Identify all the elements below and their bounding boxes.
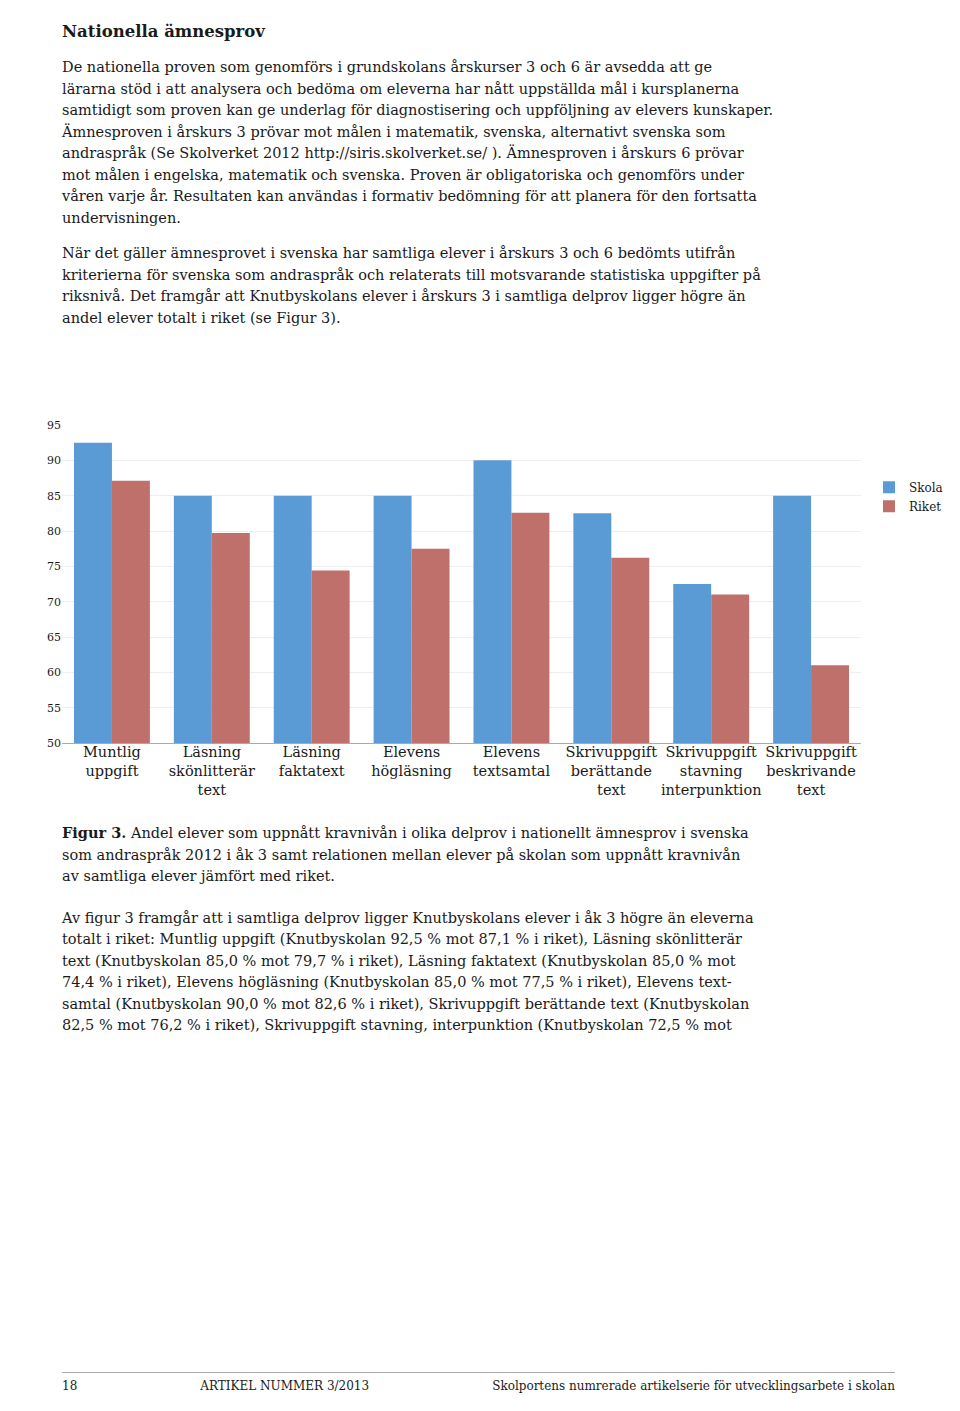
svg-text:Elevenshögläsning: Elevenshögläsning [371, 744, 452, 779]
svg-text:50: 50 [47, 737, 61, 750]
html-text:ARTIKEL NUMMER 3/2013: ARTIKEL NUMMER 3/2013 [200, 1379, 370, 1393]
html-text:Ämnesproven i årskurs 3 prövar: Ämnesproven i årskurs 3 prövar mot målen… [62, 123, 726, 140]
html-text:riksnivå. Det framgår att Knut: riksnivå. Det framgår att Knutbyskolans … [62, 288, 746, 304]
html-text:Figur 3. Andel elever som uppn: Figur 3. Andel elever som uppnått kravni… [62, 824, 749, 841]
svg-text:Skrivuppgiftstavninginterpunkt: Skrivuppgiftstavninginterpunktion [661, 744, 762, 798]
svg-text:90: 90 [47, 454, 61, 467]
html-text:Nationella ämnesprov: Nationella ämnesprov [62, 22, 265, 41]
svg-text:Muntliguppgift: Muntliguppgift [83, 744, 141, 779]
svg-text:Elevenstextsamtal: Elevenstextsamtal [473, 744, 551, 779]
html-text:kriterierna för svenska som an: kriterierna för svenska som andraspråk o… [62, 266, 761, 283]
html-text:text (Knutbyskolan 85,0 % mot: text (Knutbyskolan 85,0 % mot 79,7 % i r… [62, 952, 736, 969]
html-text:De nationella proven som genom: De nationella proven som genomförs i gru… [62, 59, 713, 75]
html-text:totalt i riket: Muntlig uppgif: totalt i riket: Muntlig uppgift (Knutbys… [62, 931, 742, 947]
svg-text:80: 80 [47, 525, 61, 538]
svg-text:75: 75 [47, 560, 61, 573]
html-text:mot målen i engelska, matemati: mot målen i engelska, matematik och sven… [62, 166, 744, 183]
html-text:andel elever totalt i riket (s: andel elever totalt i riket (se Figur 3)… [62, 309, 341, 326]
svg-text:85: 85 [47, 490, 61, 503]
svg-text:Skola: Skola [909, 481, 943, 495]
svg-text:65: 65 [47, 631, 61, 644]
html-text:Av figur 3 framgår att i samtl: Av figur 3 framgår att i samtliga delpro… [62, 909, 754, 926]
html-text:82,5 % mot 76,2 % i riket), Sk: 82,5 % mot 76,2 % i riket), Skrivuppgift… [62, 1017, 732, 1033]
svg-text:60: 60 [47, 666, 61, 679]
html-text:När det gäller ämnesprovet i s: När det gäller ämnesprovet i svenska har… [62, 245, 736, 261]
svg-text:Riket: Riket [909, 500, 941, 514]
html-text:våren varje år. Resultaten kan: våren varje år. Resultaten kan användas … [62, 188, 757, 204]
html-text:av samtliga elever jämfört med: av samtliga elever jämfört med riket. [62, 868, 335, 884]
svg-text:Läsningfaktatext: Läsningfaktatext [279, 744, 345, 779]
svg-text:55: 55 [47, 702, 61, 715]
svg-text:70: 70 [47, 596, 61, 609]
html-text:som andraspråk 2012 i åk 3 sam: som andraspråk 2012 i åk 3 samt relation… [62, 846, 741, 863]
svg-text:95: 95 [47, 419, 61, 432]
svg-text:Skrivuppgiftbeskrivandetext: Skrivuppgiftbeskrivandetext [765, 744, 857, 798]
html-text:74,4 % i riket), Elevens höglä: 74,4 % i riket), Elevens högläsning (Knu… [62, 974, 732, 990]
html-text:samtidigt som proven kan ge un: samtidigt som proven kan ge underlag för… [62, 102, 774, 118]
html-text:lärarna stöd i att analysera o: lärarna stöd i att analysera och bedöma … [62, 80, 740, 97]
html-text:undervisningen.: undervisningen. [62, 209, 181, 226]
svg-text:Skrivuppgiftberättandetext: Skrivuppgiftberättandetext [566, 744, 658, 798]
html-text:andraspråk (Se Skolverket 2012: andraspråk (Se Skolverket 2012 http://si… [62, 145, 744, 161]
html-text:18: 18 [62, 1379, 78, 1393]
svg-text:Läsningskönlitterärtext: Läsningskönlitterärtext [169, 744, 255, 798]
html-text:samtal (Knutbyskolan 90,0 % mo: samtal (Knutbyskolan 90,0 % mot 82,6 % i… [62, 995, 750, 1012]
html-text:Skolportens numrerade artikels: Skolportens numrerade artikelserie för u… [492, 1379, 895, 1393]
